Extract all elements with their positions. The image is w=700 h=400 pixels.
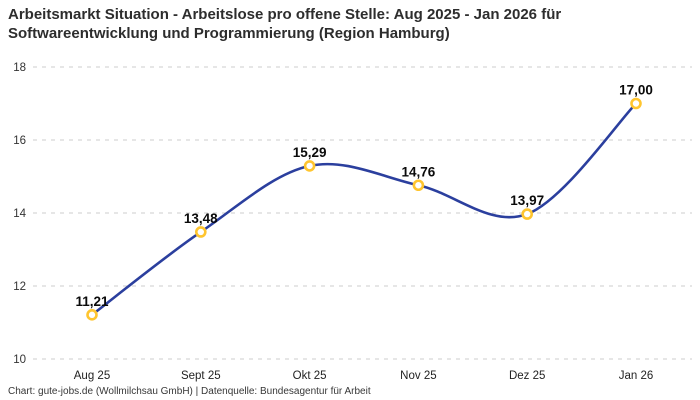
x-axis-tick-label: Nov 25 [400,370,436,382]
data-point-marker [86,309,98,321]
y-axis-tick-label: 16 [13,135,26,147]
series-line [90,102,638,317]
chart-credit: Chart: gute-jobs.de (Wollmilchsau GmbH) … [8,386,371,397]
y-axis-tick-label: 12 [13,281,26,293]
data-point-label: 13,97 [510,193,544,208]
x-axis-tick-label: Aug 25 [74,370,110,382]
x-axis-tick-label: Jan 26 [619,370,654,382]
x-axis-tick-label: Sept 25 [181,370,221,382]
x-axis-tick-label: Dez 25 [509,370,545,382]
data-point-label: 17,00 [619,83,653,98]
data-point-label: 13,48 [184,211,218,226]
data-point-marker [521,208,534,220]
data-point-label: 11,21 [75,294,109,309]
data-point-label: 15,29 [293,145,327,160]
y-axis-tick-label: 18 [13,62,26,74]
chart-title-line-1: Arbeitsmarkt Situation - Arbeitslose pro… [8,6,562,23]
data-point-marker [303,160,316,172]
chart-title: Arbeitsmarkt Situation - Arbeitslose pro… [8,5,694,43]
y-axis-tick-label: 10 [13,354,26,366]
y-axis-tick-label: 14 [13,208,26,220]
data-point-label: 14,76 [402,164,436,179]
data-point-marker [630,97,642,110]
chart-title-line-2: Softwareentwicklung und Programmierung (… [8,25,450,43]
x-axis-tick-label: Okt 25 [293,370,327,382]
data-point-marker [412,179,425,192]
data-point-marker [195,226,207,238]
